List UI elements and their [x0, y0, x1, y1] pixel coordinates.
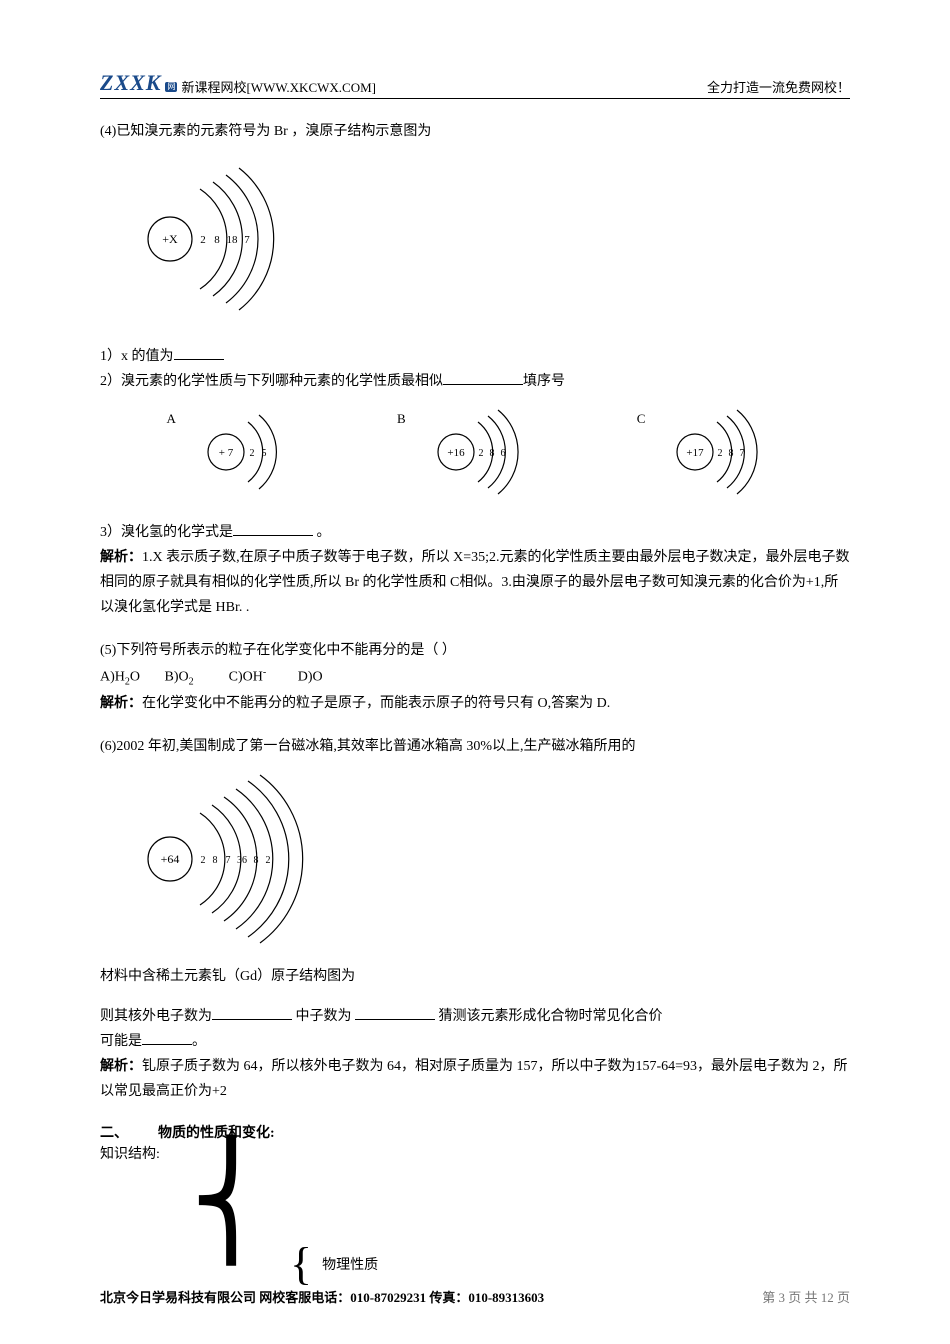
q4-sub3: 3）溴化氢的化学式是 。: [100, 520, 850, 545]
q6-fill-e: 。: [192, 1034, 206, 1049]
q5-analysis: 解析：在化学变化中不能再分的粒子是原子，而能表示原子的符号只有 O,答案为 D.: [100, 691, 850, 716]
footer-page-number: 第 3 页 共 12 页: [762, 1287, 850, 1306]
q6-diagram: +64 2 8 7 36 8 2: [100, 769, 850, 944]
q5-options: A)H2O B)O2 C)OH- D)O: [100, 664, 850, 691]
content-body: (4)已知溴元素的元素符号为 Br ，溴原子结构示意图为 +X 2 8 18 7…: [100, 119, 850, 1287]
q6-after-diagram: 材料中含稀土元素钆（Gd）原子结构图为: [100, 964, 850, 989]
q6-fill-line2: 可能是 。: [100, 1029, 850, 1054]
q4-sub1: 1）x 的值为: [100, 344, 850, 369]
q6-fill-d: 可能是: [100, 1034, 142, 1049]
q4-sub1-text: 1）x 的值为: [100, 349, 174, 364]
opt-b-shell-1: 8: [489, 448, 494, 459]
q4-shell-0: 2: [200, 234, 206, 246]
logo-text: ZXXK: [100, 70, 161, 96]
blank-fill[interactable]: [355, 1006, 435, 1020]
q5-opt-d: D)O: [298, 669, 323, 684]
q4-analysis-text: 1.X 表示质子数,在原子中质子数等于电子数，所以 X=35;2.元素的化学性质…: [100, 550, 850, 615]
opt-b-shell-0: 2: [478, 448, 483, 459]
q4-analysis: 解析：1.X 表示质子数,在原子中质子数等于电子数，所以 X=35;2.元素的化…: [100, 545, 850, 621]
blank-fill[interactable]: [142, 1031, 192, 1045]
blank-fill[interactable]: [443, 371, 523, 385]
q4-intro: (4)已知溴元素的元素符号为 Br ，溴原子结构示意图为: [100, 119, 850, 144]
analysis-label: 解析：: [100, 696, 142, 711]
q4-sub2: 2）溴元素的化学性质与下列哪种元素的化学性质最相似 填序号: [100, 369, 850, 394]
sup-text: -: [263, 667, 266, 678]
opt-b-nucleus: +16: [447, 447, 465, 459]
physical-property-label: 物理性质: [322, 1254, 378, 1274]
q6-shell-5: 2: [266, 855, 271, 866]
blank-fill[interactable]: [174, 346, 224, 360]
q4-sub3-text: 3）溴化氢的化学式是: [100, 525, 233, 540]
brace-icon: ⎨: [190, 1152, 273, 1251]
q5-opt-c: C)OH: [229, 669, 263, 684]
q4-shell-1: 8: [214, 234, 220, 246]
page-header: ZXXK 网 新课程网校[WWW.XKCWX.COM] 全力打造一流免费网校！: [100, 70, 850, 99]
opt-c-nucleus: +17: [687, 447, 705, 459]
q6-intro: (6)2002 年初,美国制成了第一台磁冰箱,其效率比普通冰箱高 30%以上,生…: [100, 734, 850, 759]
q5-opt-b: B)O: [165, 669, 189, 684]
brace-small-icon: {: [290, 1241, 312, 1287]
sub-text: 2: [189, 676, 194, 687]
q4-diagram: +X 2 8 18 7: [100, 154, 850, 324]
blank-fill[interactable]: [212, 1006, 292, 1020]
blank-fill[interactable]: [233, 522, 313, 536]
q6-analysis-text: 钆原子质子数为 64，所以核外电子数为 64，相对原子质量为 157，所以中子数…: [100, 1059, 848, 1099]
opt-a-shell-1: 5: [261, 448, 266, 459]
q6-shell-2: 7: [226, 855, 231, 866]
header-site-text: 新课程网校[WWW.XKCWX.COM]: [181, 77, 376, 96]
page-footer: 北京今日学易科技有限公司 网校客服电话：010-87029231 传真：010-…: [100, 1287, 850, 1306]
opt-c-shell-2: 7: [740, 448, 745, 459]
q6-nucleus-label: +64: [161, 852, 180, 866]
option-b: B +16 2 8 6: [397, 405, 544, 500]
section2-sub: 知识结构:: [100, 1142, 160, 1167]
q6-fill-line1: 则其核外电子数为 中子数为 猜测该元素形成化合物时常见化合价: [100, 1004, 850, 1029]
option-a: A + 7 2 5: [167, 405, 304, 500]
analysis-label: 解析：: [100, 1059, 142, 1074]
q6-shell-4: 8: [254, 855, 259, 866]
q5-text: (5)下列符号所表示的粒子在化学变化中不能再分的是（ ）: [100, 638, 850, 663]
q5-opt-a: A)H: [100, 669, 125, 684]
q4-shell-3: 7: [244, 234, 250, 246]
q4-nucleus-label: +X: [162, 232, 178, 246]
physical-property-row: { 物理性质: [290, 1241, 850, 1287]
q4-sub3-end: 。: [313, 525, 331, 540]
q4-option-diagrams: A + 7 2 5 B: [100, 405, 850, 500]
q6-analysis: 解析：钆原子质子数为 64，所以核外电子数为 64，相对原子质量为 157，所以…: [100, 1054, 850, 1104]
opt-a-nucleus: + 7: [219, 447, 234, 459]
logo-badge-icon: 网: [165, 82, 177, 92]
opt-b-shell-2: 6: [500, 448, 505, 459]
header-left: ZXXK 网 新课程网校[WWW.XKCWX.COM]: [100, 70, 376, 96]
option-label: B: [397, 411, 406, 427]
q6-fill-a: 则其核外电子数为: [100, 1009, 212, 1024]
analysis-label: 解析：: [100, 550, 142, 565]
section2-num: 二、: [100, 1122, 128, 1142]
footer-left: 北京今日学易科技有限公司 网校客服电话：010-87029231 传真：010-…: [100, 1287, 544, 1306]
q6-fill-c: 猜测该元素形成化合物时常见化合价: [435, 1009, 663, 1024]
header-slogan: 全力打造一流免费网校！: [707, 77, 850, 96]
opt-c-shell-1: 8: [729, 448, 734, 459]
option-c: C +17 2 8 7: [637, 405, 784, 500]
opt-a-shell-0: 2: [249, 448, 254, 459]
q5-analysis-text: 在化学变化中不能再分的粒子是原子，而能表示原子的符号只有 O,答案为 D.: [142, 696, 610, 711]
q4-sub2-text-b: 填序号: [523, 374, 565, 389]
option-label: C: [637, 411, 646, 427]
opt-c-shell-0: 2: [718, 448, 723, 459]
q6-shell-1: 8: [213, 855, 218, 866]
q5-opt-a-tail: O: [130, 669, 140, 684]
q6-fill-b: 中子数为: [292, 1009, 355, 1024]
q4-sub2-text-a: 2）溴元素的化学性质与下列哪种元素的化学性质最相似: [100, 374, 443, 389]
q4-shell-2: 18: [227, 234, 239, 246]
q6-shell-3: 36: [237, 855, 247, 866]
option-label: A: [167, 411, 176, 427]
q6-shell-0: 2: [201, 855, 206, 866]
